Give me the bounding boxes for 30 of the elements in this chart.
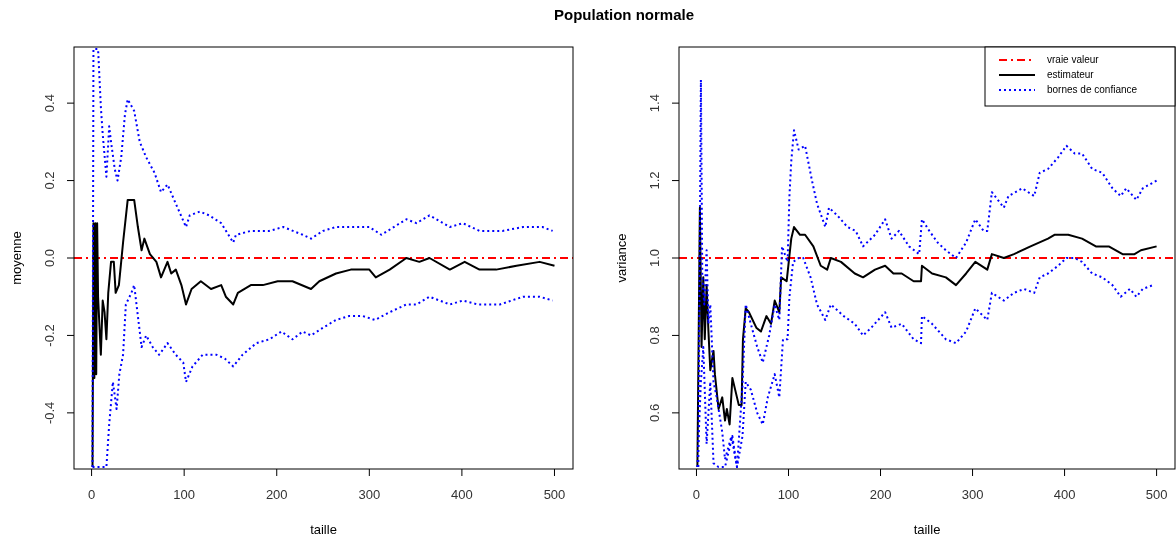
x-tick-label: 400: [1053, 487, 1076, 502]
y-tick-label: -0.2: [42, 324, 57, 347]
y-tick-label: 0.6: [647, 403, 662, 422]
x-tick-label: 0: [87, 487, 96, 502]
y-tick-label: 1.2: [647, 171, 662, 190]
y-tick-label: 0.0: [42, 248, 57, 268]
y-axis-title: variance: [614, 233, 629, 283]
x-tick-label: 300: [358, 487, 381, 502]
y-tick-label: -0.4: [42, 401, 57, 425]
legend-label: estimateur: [1047, 69, 1095, 80]
x-axis-title: taille: [310, 522, 337, 537]
y-tick-label: 1.4: [647, 94, 662, 113]
x-tick-label: 100: [777, 487, 800, 502]
x-tick-label: 200: [265, 487, 288, 502]
text: Population normale: [553, 6, 695, 23]
x-tick-label: 400: [451, 487, 473, 502]
x-axis-title: taille: [913, 522, 941, 537]
y-axis-title: moyenne: [9, 231, 24, 285]
x-tick-label: 500: [543, 487, 566, 502]
legend-label: bornes de confiance: [1047, 84, 1138, 95]
x-tick-label: 100: [173, 487, 196, 502]
x-tick-label: 300: [961, 487, 984, 502]
x-tick-label: 200: [869, 487, 892, 502]
x-tick-label: 0: [692, 487, 701, 502]
y-tick-label: 0.2: [42, 171, 57, 190]
legend-label: vraie valeur: [1047, 54, 1100, 65]
y-tick-label: 0.8: [647, 326, 662, 345]
y-tick-label: 1.0: [647, 248, 662, 268]
y-tick-label: 0.4: [42, 94, 57, 113]
x-tick-label: 500: [1145, 487, 1168, 502]
